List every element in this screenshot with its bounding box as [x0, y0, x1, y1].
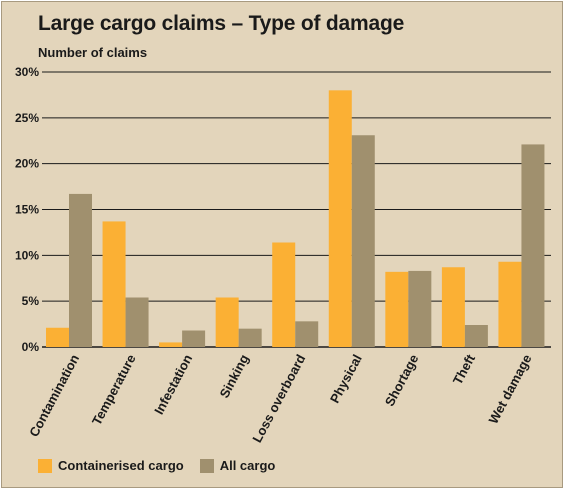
legend-swatch-all-cargo: [199, 458, 214, 473]
bar-all-cargo-loss-overboard: [295, 321, 319, 347]
x-tick-label: Contamination: [26, 352, 82, 439]
bar-containerised-sinking: [215, 297, 239, 347]
bar-containerised-theft: [441, 267, 465, 347]
bar-containerised-loss-overboard: [272, 242, 296, 347]
y-tick-label: 0%: [22, 340, 40, 354]
x-tick-label: Temperature: [89, 352, 139, 428]
legend-swatch-containerised: [38, 458, 52, 473]
bar-all-cargo-contamination: [69, 193, 92, 347]
y-axis-label: Number of claims: [38, 45, 148, 60]
bar-containerised-infestation: [159, 342, 183, 347]
bar-all-cargo-physical: [351, 135, 375, 347]
y-tick-label: 25%: [15, 111, 39, 125]
x-tick-label: Wet damage: [485, 352, 534, 426]
legend: Containerised cargo All cargo: [38, 458, 291, 473]
bar-all-cargo-infestation: [182, 330, 206, 347]
bars: [46, 90, 545, 347]
x-tick-label: Sinking: [216, 352, 251, 401]
chart-title: Large cargo claims – Type of damage: [38, 12, 405, 35]
y-tick-label: 15%: [15, 203, 39, 217]
legend-item-containerised: Containerised cargo: [38, 458, 184, 473]
x-tick-labels: Contamination Temperature Infestation Sinki…: [26, 351, 534, 445]
x-tick-label: Physical: [327, 352, 365, 406]
y-tick-label: 20%: [15, 157, 39, 171]
x-tick-label: Infestation: [151, 352, 195, 417]
y-tick-labels: 0% 5% 10% 15% 20% 25% 30%: [15, 65, 39, 354]
bar-all-cargo-sinking: [238, 328, 262, 347]
x-tick-label: Loss overboard: [249, 352, 308, 445]
bar-containerised-physical: [328, 90, 352, 347]
x-tick-label: Shortage: [382, 352, 422, 409]
bar-containerised-shortage: [385, 271, 409, 347]
bar-containerised-temperature: [102, 221, 126, 347]
legend-label-all-cargo: All cargo: [219, 458, 276, 473]
y-tick-label: 30%: [15, 65, 39, 79]
bar-all-cargo-wet-damage: [521, 144, 545, 347]
bar-all-cargo-theft: [464, 325, 488, 347]
y-tick-label: 10%: [15, 248, 39, 262]
bar-containerised-wet-damage: [498, 261, 522, 347]
bar-all-cargo-temperature: [125, 297, 149, 347]
bar-all-cargo-shortage: [408, 270, 432, 347]
bar-containerised-contamination: [46, 327, 69, 347]
y-tick-label: 5%: [22, 294, 40, 308]
legend-item-all-cargo: All cargo: [199, 458, 276, 473]
legend-label-containerised: Containerised cargo: [58, 458, 184, 473]
x-tick-label: Theft: [450, 351, 478, 387]
